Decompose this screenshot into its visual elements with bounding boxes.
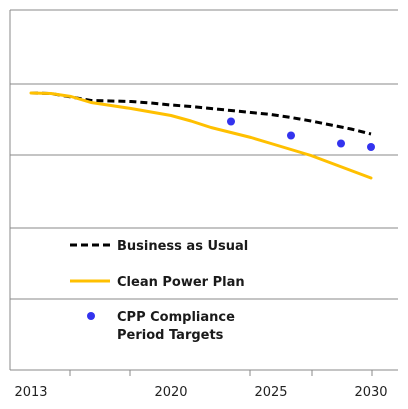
legend-label-3-line-2: Period Targets	[117, 328, 224, 343]
business-as-usual-line	[30, 91, 372, 136]
x-tick-labels: 2013 2020 2025 2030	[14, 385, 387, 400]
clean-power-plan-line	[29, 91, 373, 180]
plot-series	[29, 91, 375, 180]
target-point-3	[337, 139, 345, 148]
x-tick-label-2013: 2013	[14, 385, 47, 400]
x-tick-label-2030: 2030	[354, 385, 387, 400]
target-point-2	[287, 131, 295, 140]
legend-swatch-cpp-targets	[87, 312, 95, 320]
legend-label-2: Clean Power Plan	[117, 275, 245, 290]
legend-label-1: Business as Usual	[117, 239, 248, 254]
x-tick-label-2025: 2025	[254, 385, 287, 400]
axes	[9, 10, 398, 376]
x-tick-label-2020: 2020	[154, 385, 187, 400]
legend: Business as Usual Clean Power Plan CPP Com…	[70, 239, 248, 343]
legend-label-3-line-1: CPP Compliance	[117, 310, 235, 325]
target-point-1	[227, 117, 235, 126]
gridlines	[10, 9, 398, 300]
target-point-4	[367, 143, 375, 151]
